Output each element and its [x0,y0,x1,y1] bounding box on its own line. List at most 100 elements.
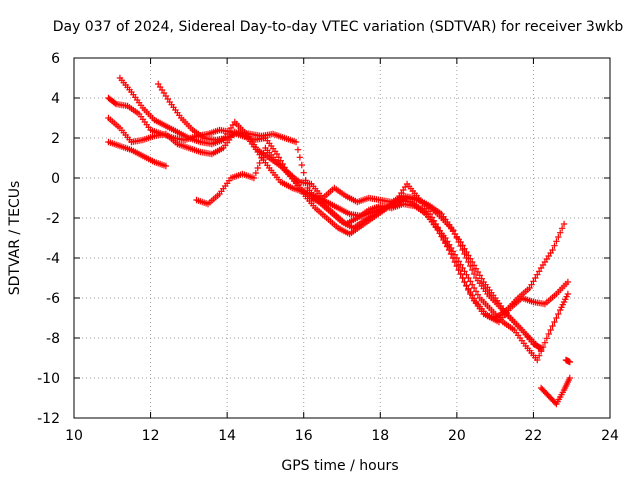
series-track-h [562,356,573,366]
data-point [449,248,457,255]
data-point [553,314,560,322]
data-point [292,138,300,146]
data-point [549,246,556,254]
data-point [444,238,451,245]
y-tick-label: -12 [37,411,60,427]
y-tick-label: -2 [46,211,60,227]
data-point [470,284,478,292]
data-point [541,339,549,346]
data-point [474,268,482,276]
x-tick-label: 16 [295,428,313,444]
series-track-d [105,114,545,352]
data-point [260,149,267,157]
y-tick-label: -8 [46,331,60,347]
x-tick-label: 20 [448,428,466,444]
x-tick-label: 12 [142,428,160,444]
data-point [530,278,537,285]
data-point [478,275,485,282]
data-point [472,288,480,295]
data-point [555,233,562,241]
data-point [470,262,478,269]
data-point [463,282,470,289]
series-track-e [105,138,170,170]
data-point [555,310,562,318]
data-point [543,335,551,342]
data-point [545,330,552,338]
x-tick-label: 18 [371,428,389,444]
data-point [547,326,554,334]
data-point [560,220,568,228]
data-point [459,264,466,272]
data-point [300,169,307,176]
data-point [537,346,545,354]
data-point [549,322,556,330]
data-point [468,281,476,288]
data-point [551,242,558,249]
data-point [298,161,305,169]
data-point [447,244,455,252]
data-point [457,270,464,278]
data-point [162,162,170,170]
data-point [467,262,474,270]
data-point [457,238,464,246]
y-tick-label: 2 [51,131,60,147]
y-tick-label: 4 [51,91,60,107]
grid [74,58,610,418]
data-point [468,258,476,266]
data-point [446,241,453,248]
data-point [474,291,482,298]
y-tick-label: 0 [51,171,60,187]
series-track-c [155,80,572,364]
data-point [551,318,558,326]
data-point [467,288,474,296]
x-tick-label: 24 [601,428,619,444]
data-point [468,266,476,274]
data-point [470,270,478,278]
data-point [526,284,533,292]
data-point [470,295,478,302]
y-tick-label: -4 [46,251,60,267]
data-point [442,234,449,242]
data-point [457,261,464,268]
data-point [463,271,470,278]
data-point [455,258,462,265]
x-tick-label: 10 [65,428,83,444]
data-point [461,278,468,286]
data-point [273,150,281,158]
data-point [461,268,468,275]
data-point [465,274,472,282]
y-tick-label: -10 [37,371,60,387]
data-point [451,251,459,258]
data-point [557,229,564,236]
data-point [468,292,476,299]
data-point [534,356,541,364]
series-track-g [537,374,573,408]
data-point [465,252,472,259]
x-axis-title: GPS time / hours [281,458,398,474]
data-point [258,154,265,162]
data-point [553,238,560,245]
data-point [459,242,466,249]
data-point [467,278,474,285]
data-point [459,274,466,282]
data-point [455,266,462,274]
data-point [453,262,461,270]
data-point [465,285,472,292]
x-tick-label: 22 [525,428,543,444]
series-track-b [116,74,572,326]
data-point [111,99,119,107]
data-point [294,146,302,153]
y-tick-label: 6 [51,51,60,67]
data-point [534,271,541,278]
data-point [566,374,573,382]
data-point [256,159,263,167]
data-point [275,154,283,161]
data-point [461,245,468,252]
x-tick-label: 14 [218,428,236,444]
y-axis-title: SDTVAR / TECUs [7,181,23,296]
data-point [252,169,260,177]
data-point [476,272,484,279]
data-point [558,225,566,232]
